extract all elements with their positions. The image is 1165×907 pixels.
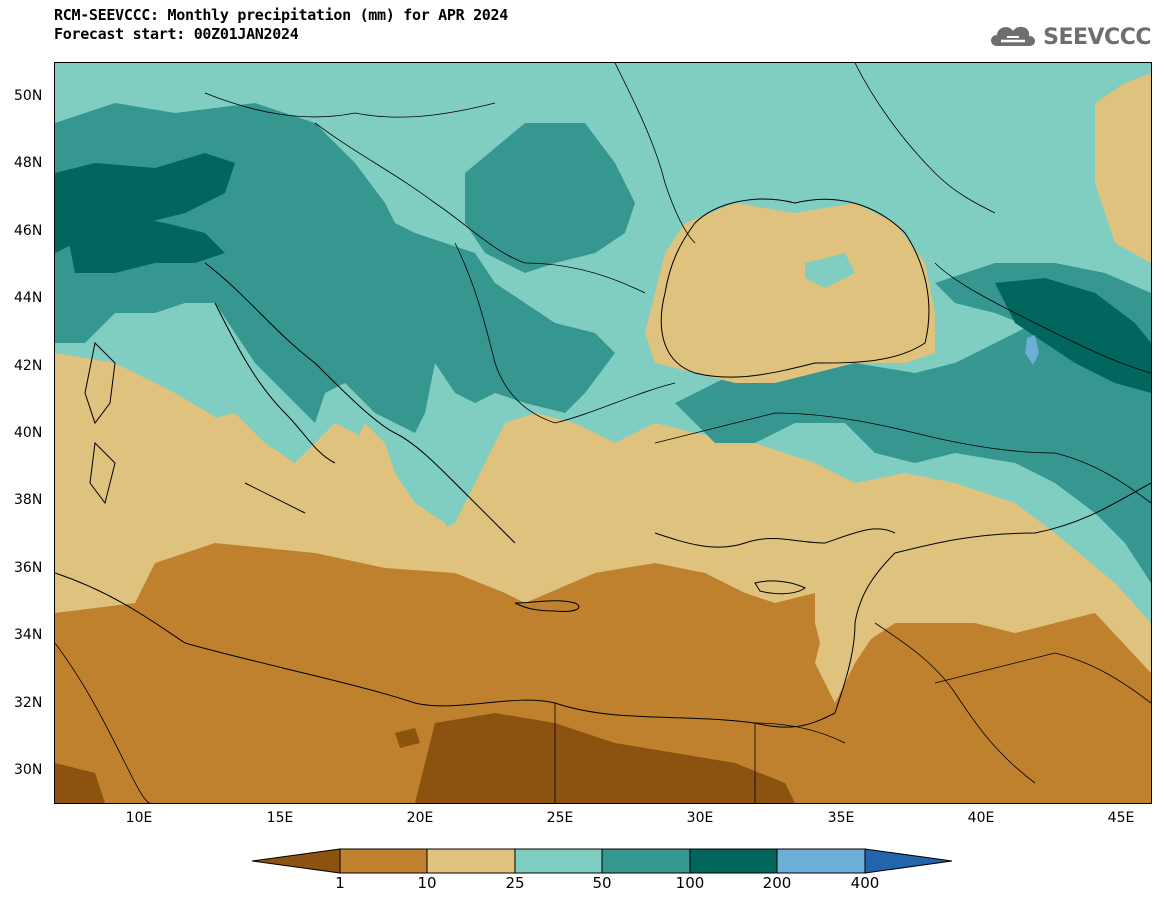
colorbar-swatch-10-25 bbox=[426, 848, 516, 874]
lat-label-38n: 38N bbox=[14, 492, 43, 508]
colorbar-swatch-lt1 bbox=[251, 848, 341, 874]
lat-label-36n: 36N bbox=[14, 560, 43, 576]
region-lt1-desert bbox=[415, 713, 795, 803]
region-lt1-spot bbox=[395, 728, 420, 748]
colorbar bbox=[251, 848, 954, 879]
lon-label-20e: 20E bbox=[406, 810, 434, 826]
region-10-25-aegean bbox=[505, 428, 635, 573]
lat-label-44n: 44N bbox=[14, 290, 43, 306]
colorbar-swatch-50-100 bbox=[601, 848, 691, 874]
colorbar-swatch-200-400 bbox=[776, 848, 866, 874]
lon-label-25e: 25E bbox=[546, 810, 574, 826]
lat-label-48n: 48N bbox=[14, 155, 43, 171]
colorbar-swatch-25-50 bbox=[514, 848, 603, 874]
lon-label-15e: 15E bbox=[266, 810, 294, 826]
colorbar-label-100: 100 bbox=[675, 874, 705, 892]
region-10-25-black-sea bbox=[645, 203, 935, 383]
colorbar-label-25: 25 bbox=[505, 874, 525, 892]
lon-label-30e: 30E bbox=[686, 810, 714, 826]
lat-label-42n: 42N bbox=[14, 358, 43, 374]
title-line-1: RCM-SEEVCCC: Monthly precipitation (mm) … bbox=[54, 6, 509, 24]
lat-label-34n: 34N bbox=[14, 627, 43, 643]
region-lt1-west bbox=[55, 763, 105, 803]
map-title: RCM-SEEVCCC: Monthly precipitation (mm) … bbox=[54, 6, 508, 44]
title-line-2: Forecast start: 00Z01JAN2024 bbox=[54, 25, 299, 43]
region-100-200-italy-north bbox=[65, 213, 225, 273]
region-25-50-azov bbox=[805, 253, 855, 288]
colorbar-swatch-100-200 bbox=[689, 848, 778, 874]
coastlines bbox=[55, 198, 1151, 728]
seevccc-logo: SEEVCCC bbox=[987, 20, 1151, 55]
lon-label-10e: 10E bbox=[125, 810, 153, 826]
colorbar-label-1: 1 bbox=[335, 874, 345, 892]
lat-label-30n: 30N bbox=[14, 762, 43, 778]
region-10-25-east bbox=[1095, 73, 1151, 263]
map-canvas bbox=[55, 63, 1151, 803]
precipitation-map[interactable] bbox=[54, 62, 1152, 804]
lon-label-35e: 35E bbox=[827, 810, 855, 826]
region-50-100-carpathians bbox=[465, 123, 635, 273]
colorbar-label-50: 50 bbox=[592, 874, 612, 892]
lon-label-40e: 40E bbox=[967, 810, 995, 826]
logo-text: SEEVCCC bbox=[1043, 25, 1151, 50]
region-1-10-south bbox=[55, 543, 1151, 803]
colorbar-label-10: 10 bbox=[417, 874, 437, 892]
country-borders bbox=[55, 63, 1151, 803]
lat-label-40n: 40N bbox=[14, 425, 43, 441]
lat-label-50n: 50N bbox=[14, 88, 43, 104]
colorbar-label-400: 400 bbox=[850, 874, 880, 892]
region-200-400-lake bbox=[1025, 335, 1039, 365]
cloud-icon bbox=[987, 20, 1039, 55]
colorbar-swatch-gt400 bbox=[864, 848, 953, 874]
colorbar-label-200: 200 bbox=[762, 874, 792, 892]
lon-label-45e: 45E bbox=[1107, 810, 1135, 826]
region-100-200-caucasus bbox=[995, 278, 1151, 393]
lat-label-46n: 46N bbox=[14, 223, 43, 239]
colorbar-swatch-1-10 bbox=[339, 848, 428, 874]
lat-label-32n: 32N bbox=[14, 695, 43, 711]
region-10-25-levant bbox=[815, 533, 1075, 673]
region-10-25-tyrrhenian bbox=[55, 353, 455, 543]
